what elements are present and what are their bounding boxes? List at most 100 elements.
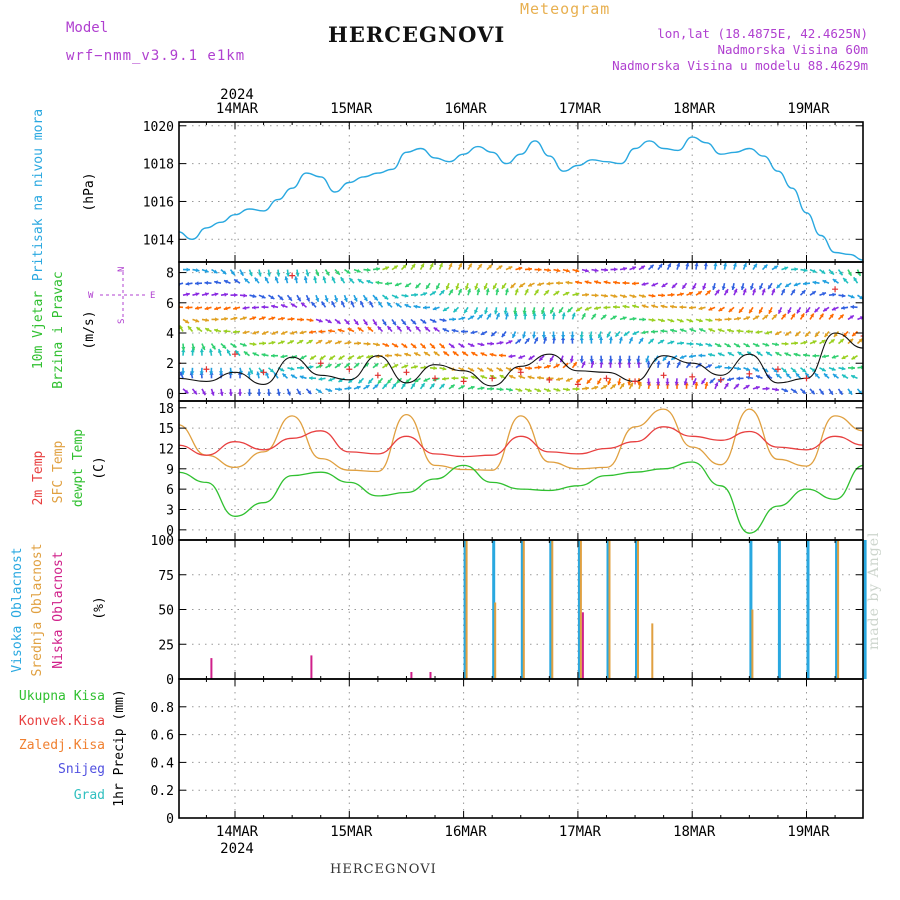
wind-arrow-head — [215, 317, 219, 322]
wind-arrow-head — [765, 330, 770, 335]
panel-precip — [179, 679, 863, 818]
wind-arrow-head — [576, 307, 581, 312]
wind-arrow-head — [575, 280, 579, 285]
wind-arrow-head — [252, 352, 257, 357]
y-tick-label: 0.6 — [151, 729, 174, 744]
wind-arrow-head — [552, 336, 556, 341]
wind-arrow-head — [484, 310, 489, 315]
year-label-bottom: 2024 — [220, 841, 254, 857]
wind-arrow-head — [706, 290, 711, 295]
wind-arrow-head — [295, 272, 300, 277]
wind-arrow-head — [208, 348, 213, 353]
wind-arrow-head — [458, 263, 462, 268]
wind-arrow-head — [219, 392, 224, 396]
wind-arrow-head — [701, 380, 706, 385]
wind-arrow-head — [513, 310, 518, 315]
wind-arrow-head — [347, 355, 352, 360]
wind-arrow-head — [570, 335, 575, 339]
wind-arrow-head — [718, 352, 722, 357]
cloud-bar — [494, 602, 497, 679]
wind-arrow-head — [336, 363, 341, 368]
elevation-label: Nadmorska Visina 60m — [717, 42, 868, 57]
wind-arrow-head — [660, 329, 665, 334]
wind-arrow-head — [299, 340, 304, 344]
y-tick-label: 15 — [158, 422, 174, 437]
wind-arrow-head — [508, 340, 513, 344]
y-tick-label: 0.8 — [151, 701, 174, 716]
wind-arrow-head — [378, 301, 383, 306]
wind-arrow-head — [265, 277, 269, 281]
wind-arrow-head — [775, 331, 780, 335]
wind-arrow-head — [803, 268, 808, 273]
wind-arrow-head — [556, 377, 560, 382]
y-tick-label: 25 — [158, 638, 174, 653]
wind-arrow-head — [345, 363, 350, 367]
wind-arrow-head — [297, 390, 301, 395]
y-tick-label: 0 — [166, 524, 174, 539]
wind-arrow-head — [528, 282, 533, 287]
wind-arrow-head — [528, 267, 532, 272]
wind-arrow-head — [561, 335, 566, 339]
wind-arrow-head — [395, 282, 399, 287]
wind-arrow-head — [736, 343, 741, 348]
wind-arrow-head — [480, 375, 485, 379]
wind-arrow-head — [824, 373, 828, 378]
wind-arrow-head — [819, 313, 824, 318]
wind-arrow-head — [679, 328, 684, 333]
x-tick-label-top: 18MAR — [673, 101, 716, 117]
wind-arrow-head — [413, 304, 418, 309]
ylabel-dewpt: dewpt Temp — [71, 429, 86, 507]
wind-arrow-head — [785, 341, 789, 346]
wind-arrow-head — [300, 355, 305, 360]
wind-arrow-head — [404, 352, 409, 357]
wind-arrow-head — [728, 365, 732, 370]
wind-arrow-head — [821, 367, 826, 372]
wind-arrow-head — [433, 351, 438, 356]
wind-arrow-head — [708, 342, 713, 347]
wind-arrow-head — [617, 381, 622, 386]
sfc-temp-line — [179, 408, 863, 473]
wind-arrow-head — [603, 385, 608, 389]
wind-arrow-head — [666, 361, 671, 365]
wind-arrow-head — [660, 304, 665, 309]
credit-watermark: made by Angel — [866, 531, 882, 651]
wind-arrow-head — [223, 306, 228, 311]
wind-arrow-head — [525, 338, 530, 343]
wind-arrow-head — [724, 289, 729, 294]
wind-arrow-head — [636, 360, 641, 365]
wind-arrow-head — [392, 383, 397, 388]
wind-arrow-head — [575, 292, 580, 297]
wind-arrow-head — [363, 321, 368, 326]
wind-arrow-head — [775, 342, 779, 347]
wind-arrow-head — [279, 296, 284, 300]
wind-arrow-head — [632, 294, 637, 299]
wind-arrow-head — [311, 302, 316, 306]
wind-arrow-head — [766, 351, 771, 356]
wind-arrow-head — [462, 351, 467, 356]
wind-arrow-head — [327, 340, 332, 344]
wind-arrow-head — [858, 338, 863, 343]
wind-arrow-head — [660, 340, 665, 344]
wind-arrow-head — [810, 390, 815, 395]
wind-arrow-head — [452, 317, 456, 322]
wind-arrow-head — [338, 387, 342, 392]
wind-arrow-head — [763, 264, 768, 269]
wind-arrow-head — [841, 366, 846, 371]
wind-arrow-head — [842, 374, 846, 379]
wind-arrow-head — [204, 292, 209, 297]
wind-arrow-head — [328, 377, 333, 382]
ylabel-temp-unit: (C) — [92, 456, 107, 479]
wind-arrow-head — [431, 291, 436, 295]
wind-arrow-head — [607, 381, 612, 385]
wind-arrow-head — [736, 329, 741, 334]
wind-arrow-head — [439, 263, 443, 268]
wind-arrow-head — [651, 293, 656, 298]
wind-arrow-head — [581, 361, 586, 366]
wind-arrow-head — [682, 284, 686, 289]
wind-arrow-head — [755, 343, 760, 347]
model-name: wrf−nmm_v3.9.1 e1km — [66, 48, 246, 64]
wind-arrow-head — [712, 286, 717, 290]
wind-arrow-head — [717, 328, 722, 333]
wind-arrow-head — [708, 352, 712, 357]
wind-arrow-head — [252, 316, 257, 321]
